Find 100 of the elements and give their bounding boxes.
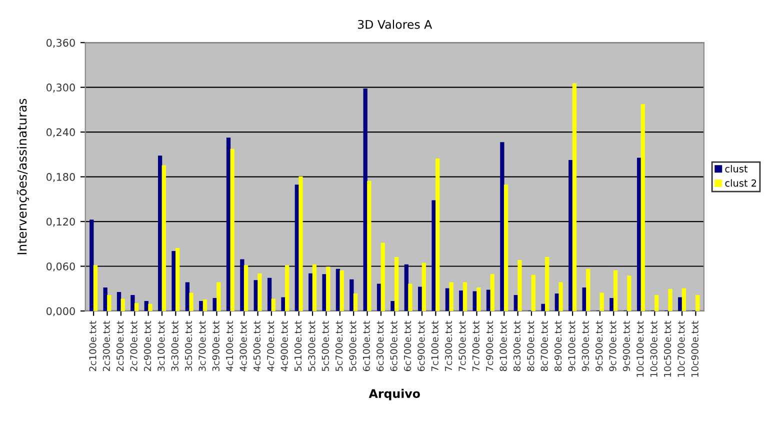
x-tick-label: 7c100e.txt — [431, 320, 438, 371]
x-tick-label: 6c700e.txt — [404, 320, 412, 372]
bar — [90, 220, 94, 311]
bar — [394, 256, 399, 311]
bar — [134, 303, 139, 311]
y-tick-label: 0,000 — [46, 307, 75, 316]
bar — [541, 304, 546, 311]
bar — [696, 294, 700, 311]
x-tick-label: 5c900e.txt — [349, 320, 356, 372]
y-axis-title: Intervenções/assinaturas — [16, 98, 29, 254]
x-tick-label: 9c100e.txt — [568, 320, 576, 372]
bar — [148, 304, 152, 311]
x-tick-label: 9c300e.txt — [582, 320, 589, 372]
x-tick-label: 10c500e.txt — [664, 320, 672, 377]
bar — [418, 286, 422, 311]
x-tick-label: 8c900e.txt — [554, 320, 562, 372]
y-tick-label: 0,180 — [46, 173, 75, 182]
x-tick-label: 10c300e.txt — [650, 320, 658, 377]
bar — [390, 300, 395, 311]
bar — [308, 273, 313, 311]
x-tick-label: 3c500e.txt — [184, 320, 192, 372]
bar — [158, 156, 162, 311]
x-tick-label: 3c100e.txt — [158, 320, 165, 372]
y-tick-label: 0,120 — [46, 218, 75, 227]
bar — [627, 276, 632, 311]
bar — [613, 270, 618, 311]
bar — [226, 138, 231, 311]
bar — [568, 160, 573, 311]
bar — [654, 294, 659, 311]
bar — [353, 293, 358, 311]
x-tick-label: 5c700e.txt — [335, 320, 343, 372]
bar — [380, 242, 385, 311]
bar — [258, 273, 262, 311]
bar — [107, 294, 112, 311]
bar — [582, 288, 586, 311]
bar — [326, 266, 330, 311]
bar — [230, 148, 234, 311]
x-tick-label: 4c300e.txt — [240, 320, 247, 372]
bar — [162, 165, 166, 311]
x-tick-label: 6c100e.txt — [362, 320, 370, 372]
bar — [518, 260, 522, 311]
bar — [558, 282, 563, 311]
bar — [432, 200, 436, 311]
x-tick-label: 8c100e.txt — [500, 320, 507, 372]
bar — [244, 265, 248, 311]
x-tick-label: 2c100e.txt — [89, 320, 96, 372]
x-tick-label: 5c100e.txt — [294, 320, 302, 372]
bar — [189, 292, 194, 311]
bar — [130, 294, 135, 311]
bar — [436, 158, 440, 311]
x-tick-label: 2c300e.txt — [102, 320, 110, 372]
legend-label: clust 2 — [725, 179, 756, 187]
x-tick-label: 3c300e.txt — [171, 320, 178, 372]
bar — [202, 299, 208, 311]
bar — [267, 278, 272, 311]
bar — [212, 298, 217, 311]
x-tick-label: 9c700e.txt — [609, 320, 616, 372]
bar — [408, 284, 412, 311]
bar — [586, 268, 590, 311]
legend-label: clust — [725, 164, 748, 172]
bar — [500, 142, 504, 311]
bar — [199, 300, 204, 311]
chart-title: 3D Valores A — [358, 20, 432, 29]
bar — [572, 83, 577, 311]
x-tick-label: 10c900e.txt — [691, 320, 698, 377]
y-tick-label: 0,240 — [46, 128, 75, 138]
x-tick-label: 6c500e.txt — [390, 320, 398, 372]
x-tick-label: 6c900e.txt — [418, 320, 425, 372]
bar — [93, 265, 98, 311]
bar — [504, 184, 508, 311]
x-tick-label: 5c300e.txt — [308, 320, 316, 372]
x-tick-label: 10c700e.txt — [678, 320, 685, 377]
bar — [298, 176, 303, 311]
bar — [459, 290, 464, 311]
x-tick-label: 9c900e.txt — [622, 320, 630, 372]
x-tick-label: 9c500e.txt — [596, 320, 603, 372]
bar — [240, 259, 244, 311]
bar — [363, 88, 368, 311]
bar — [172, 250, 176, 311]
bar — [367, 180, 372, 311]
x-tick-label: 8c500e.txt — [527, 320, 534, 372]
bar — [216, 282, 221, 311]
bar — [462, 282, 468, 311]
bar — [404, 264, 408, 311]
x-tick-label: 7c300e.txt — [444, 320, 452, 371]
bar — [116, 292, 122, 311]
x-tick-label: 8c300e.txt — [513, 320, 521, 372]
bar — [312, 264, 317, 311]
bar — [490, 274, 494, 311]
x-tick-label: 7c900e.txt — [486, 320, 494, 371]
bar — [271, 298, 276, 311]
bar — [678, 297, 682, 311]
x-axis-title: Arquivo — [368, 388, 420, 400]
bar — [610, 298, 614, 311]
bar — [531, 274, 536, 311]
bar — [176, 248, 180, 311]
x-tick-label: 4c500e.txt — [253, 320, 261, 372]
bar — [376, 284, 382, 311]
bar — [545, 256, 550, 311]
x-tick-label: 6c300e.txt — [376, 320, 384, 372]
